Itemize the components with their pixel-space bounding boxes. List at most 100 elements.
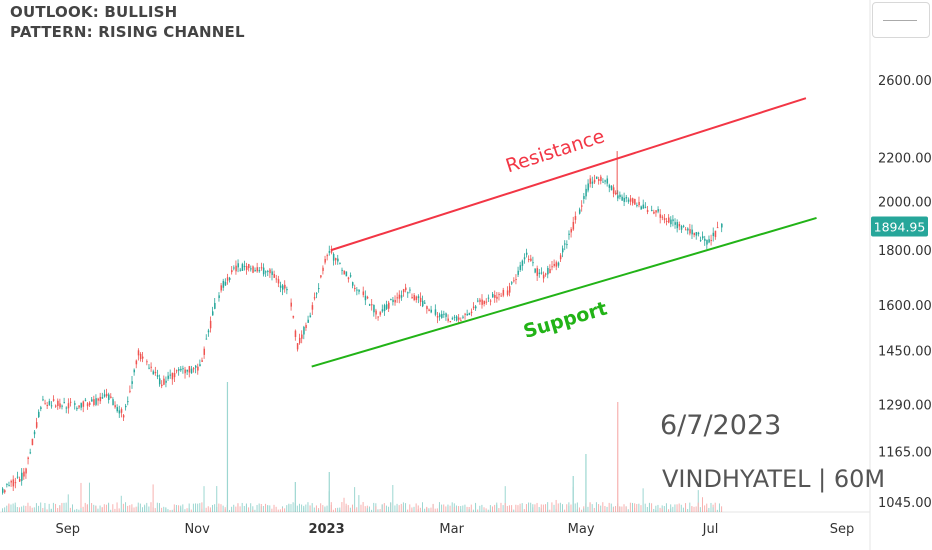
volume-bar xyxy=(375,503,377,512)
candle-body xyxy=(494,294,496,298)
volume-bar xyxy=(371,509,373,512)
candle-body xyxy=(315,293,318,295)
volume-bar xyxy=(165,507,167,512)
volume-bar xyxy=(712,504,714,512)
volume-bar xyxy=(670,508,672,512)
volume-bar xyxy=(619,506,621,512)
candle-body xyxy=(598,179,600,181)
candle-body xyxy=(137,350,140,356)
volume-bar xyxy=(97,508,99,512)
candle-body xyxy=(38,411,40,418)
candle-body xyxy=(284,284,286,289)
candle-body xyxy=(241,264,244,271)
volume-bar xyxy=(502,505,504,512)
candle-body xyxy=(294,330,297,337)
volume-bar xyxy=(424,508,426,512)
volume-bar xyxy=(589,502,591,512)
volume-bar xyxy=(231,506,233,512)
volume-bar xyxy=(566,504,568,512)
candle-body xyxy=(581,205,583,207)
candle-body xyxy=(29,452,32,454)
volume-bar xyxy=(324,507,326,512)
volume-bar xyxy=(702,497,703,512)
candle-body xyxy=(318,288,320,290)
volume-bar xyxy=(50,508,52,512)
last-price-badge xyxy=(871,216,928,237)
volume-bar xyxy=(358,495,360,512)
candle-body xyxy=(366,296,369,299)
volume-bar xyxy=(282,506,283,512)
volume-bar xyxy=(201,508,203,512)
candle-body xyxy=(496,296,498,299)
candle-body xyxy=(426,306,428,310)
candle-body xyxy=(678,223,681,227)
volume-bar xyxy=(721,506,723,512)
volume-bar xyxy=(468,509,470,512)
volume-bar xyxy=(680,504,682,512)
candle-body xyxy=(320,275,322,278)
x-tick-label: 2023 xyxy=(308,522,344,537)
volume-bar xyxy=(366,505,368,512)
candle-body xyxy=(388,302,390,309)
candle-body xyxy=(27,457,29,460)
volume-bar xyxy=(288,504,290,512)
candle-body xyxy=(670,219,672,225)
resistance-line[interactable] xyxy=(330,97,807,252)
candle-body xyxy=(277,279,280,284)
volume-bar xyxy=(576,502,578,512)
candle-body xyxy=(110,396,112,398)
volume-bar xyxy=(260,506,262,512)
candle-body xyxy=(661,216,664,218)
volume-bar xyxy=(72,505,73,512)
volume-bar xyxy=(303,507,305,512)
volume-bar xyxy=(661,508,663,512)
volume-bar xyxy=(273,504,275,512)
volume-bar xyxy=(118,508,120,512)
candle-body xyxy=(517,270,519,275)
scale-toggle-button[interactable] xyxy=(872,2,930,38)
candle-body xyxy=(668,217,670,223)
volume-bar xyxy=(218,503,220,512)
volume-bar xyxy=(714,502,716,512)
candle-body xyxy=(14,482,17,484)
candle-body xyxy=(697,232,700,235)
candle-body xyxy=(2,488,4,493)
candle-body xyxy=(139,353,142,360)
volume-bar xyxy=(710,502,712,512)
volume-bar xyxy=(332,509,334,512)
volume-bar xyxy=(615,506,617,512)
candle-body xyxy=(634,198,636,205)
volume-bar xyxy=(612,507,614,512)
candle-body xyxy=(305,324,307,328)
volume-bar xyxy=(86,504,88,512)
candle-body xyxy=(142,356,144,359)
candle-body xyxy=(67,403,70,409)
candle-body xyxy=(562,248,564,253)
volume-bar xyxy=(292,502,294,512)
candle-body xyxy=(76,407,78,410)
candle-body xyxy=(354,287,356,290)
volume-bar xyxy=(216,506,218,512)
candle-body xyxy=(352,282,354,286)
candle-body xyxy=(644,206,647,208)
support-line[interactable] xyxy=(311,217,817,368)
volume-bar xyxy=(86,505,88,512)
volume-bar xyxy=(708,507,710,512)
volume-bar xyxy=(35,508,37,512)
y-tick-label: 1450.00 xyxy=(878,344,932,359)
volume-bar xyxy=(203,486,205,512)
candle-body xyxy=(364,295,367,301)
volume-bar xyxy=(326,505,328,512)
volume-bar xyxy=(173,504,175,512)
candle-body xyxy=(80,403,82,408)
volume-bar xyxy=(23,509,25,512)
volume-bar xyxy=(411,509,413,512)
candle-body xyxy=(699,240,702,242)
volume-bar xyxy=(116,509,118,512)
candle-body xyxy=(623,197,626,202)
volume-bar xyxy=(547,502,549,512)
candle-body xyxy=(479,299,481,302)
volume-bar xyxy=(621,506,623,512)
